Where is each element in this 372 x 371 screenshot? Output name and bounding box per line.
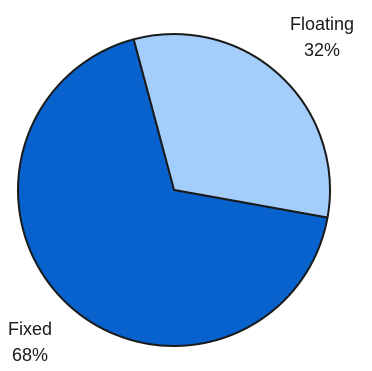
slice-percent-label: 32%	[304, 40, 340, 60]
labels-layer: Floating 32% Fixed 68%	[8, 14, 354, 365]
slice-category-label: Floating	[290, 14, 354, 34]
pie-slice-floating	[132, 33, 331, 219]
slice-label-fixed: Fixed 68%	[8, 319, 52, 365]
slice-category-label: Fixed	[8, 319, 52, 339]
slice-label-floating: Floating 32%	[290, 14, 354, 60]
slices-layer	[16, 33, 331, 347]
pie-slice-fixed	[16, 38, 329, 347]
slice-percent-label: 68%	[12, 345, 48, 365]
